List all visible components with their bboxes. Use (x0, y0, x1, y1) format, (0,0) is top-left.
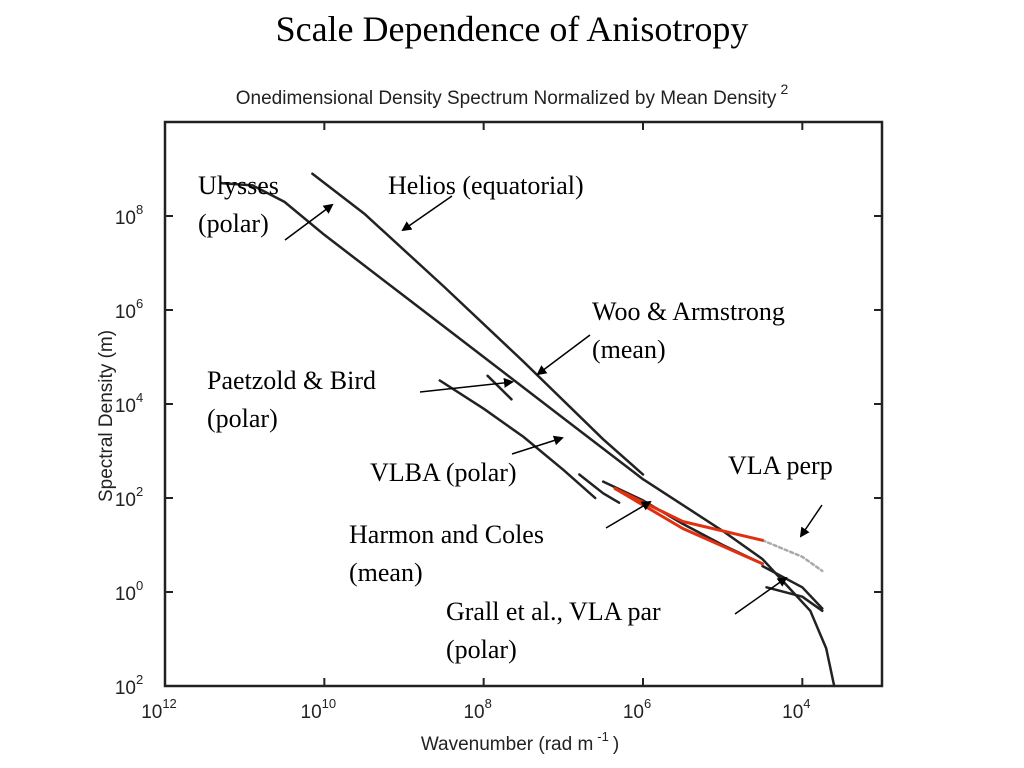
y-axis-label: Spectral Density (m) (96, 330, 117, 502)
y-tick-label: 104 (115, 390, 143, 417)
arrow-ulysses (284, 203, 334, 241)
x-tick-label: 1010 (301, 696, 337, 723)
x-tick-label: 106 (623, 696, 651, 723)
chart-title: Onedimensional Density Spectrum Normaliz… (236, 81, 789, 109)
series-vla-perp-solid (761, 564, 824, 610)
annotation-harmon-coles: Harmon and Coles (mean) (349, 520, 544, 587)
series-helios-fragment (486, 374, 513, 401)
series-fit-lower (613, 487, 764, 566)
arrow-vla-perp (799, 504, 823, 538)
annotation-ulysses: Ulysses (polar) (198, 171, 279, 238)
annotation-helios: Helios (equatorial) (388, 171, 584, 200)
y-tick-label: 102 (115, 672, 143, 699)
annotation-woo-armstrong: Woo & Armstrong (mean) (592, 297, 785, 364)
annotation-grall: Grall et al., VLA par (polar) (446, 597, 661, 664)
arrow-paetzold (419, 377, 514, 393)
annotation-paetzold: Paetzold & Bird (polar) (207, 366, 376, 433)
x-tick-label: 108 (463, 696, 491, 723)
series-ulysses (219, 181, 836, 688)
y-tick-label: 108 (115, 202, 143, 229)
x-tick-label: 104 (782, 696, 810, 723)
arrow-helios (401, 195, 453, 232)
y-tick-label: 102 (115, 484, 143, 511)
series-fit-upper (613, 487, 764, 542)
series-grall-vla-par (765, 586, 824, 613)
x-tick-label: 1012 (141, 696, 177, 723)
y-tick-label: 106 (115, 296, 143, 323)
y-tick-label: 100 (115, 578, 143, 605)
series-paetzold (438, 379, 597, 500)
slide-title: Scale Dependence of Anisotropy (275, 9, 749, 49)
annotation-vla-perp: VLA perp (728, 451, 833, 480)
series-helios (311, 172, 645, 476)
x-axis-label: Wavenumber (rad m -1) (421, 729, 619, 755)
arrow-woo-armstrong (536, 334, 591, 376)
annotation-vlba: VLBA (polar) (370, 458, 517, 487)
series-vlba (578, 473, 621, 504)
arrow-grall (734, 576, 788, 615)
arrow-harmon-coles (605, 500, 652, 529)
series-vla-perp-dotted (761, 539, 824, 573)
arrow-vlba (511, 435, 564, 455)
